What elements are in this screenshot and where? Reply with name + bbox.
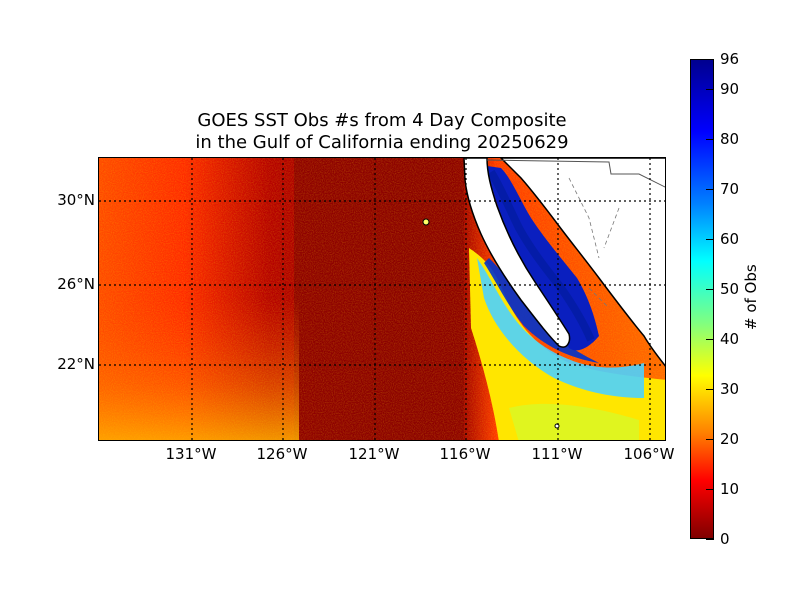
south-green-patch [509,403,639,440]
colorbar-tickmark [706,439,714,440]
map-title: GOES SST Obs #s from 4 Day Composite in … [98,110,666,154]
colorbar-tickmark [706,389,714,390]
sst-obs-map [98,157,666,441]
colorbar-tick-label: 80 [720,130,740,148]
us-mexico-border [486,159,665,188]
lat-label-22n: 22°N [57,355,95,373]
colorbar-tickmark [706,489,714,490]
lon-label-116w: 116°W [439,445,491,463]
lon-label-131w: 131°W [165,445,217,463]
lat-label-30n: 30°N [57,191,95,209]
colorbar-tick-label: 96 [720,50,740,68]
baja-peninsula [463,158,571,348]
colorbar-tickmark [706,339,714,340]
colorbar-tick-label: 10 [720,480,740,498]
map-canvas [99,158,665,440]
graticule [99,158,665,440]
coastal-blue-band [484,258,599,363]
lon-label-126w: 126°W [256,445,308,463]
colorbar-tick-label: 30 [720,380,740,398]
colorbar-tickmark [706,289,714,290]
guadalupe-island [422,218,430,226]
colorbar-tick-label: 50 [720,280,740,298]
lat-label-26n: 26°N [57,275,95,293]
lon-label-121w: 121°W [348,445,400,463]
colorbar-tick-label: 90 [720,80,740,98]
colorbar-tick-label: 20 [720,430,740,448]
title-line-2: in the Gulf of California ending 2025062… [195,132,569,153]
lon-label-106w: 106°W [623,445,675,463]
colorbar [690,59,714,539]
state-borders [568,177,620,309]
lon-label-111w: 111°W [531,445,583,463]
coastal-cyan-band [477,258,644,398]
colorbar-tickmark [706,139,714,140]
colorbar-tick-label: 60 [720,230,740,248]
colorbar-tick-label: 70 [720,180,740,198]
title-line-1: GOES SST Obs #s from 4 Day Composite [197,110,567,131]
colorbar-tickmark [706,539,714,540]
colorbar-tickmark [706,59,714,60]
colorbar-tickmark [706,89,714,90]
colorbar-label: # of Obs [742,264,760,330]
colorbar-tickmark [706,239,714,240]
colorbar-tick-label: 0 [720,530,730,548]
colorbar-tickmark [706,189,714,190]
colorbar-tick-label: 40 [720,330,740,348]
